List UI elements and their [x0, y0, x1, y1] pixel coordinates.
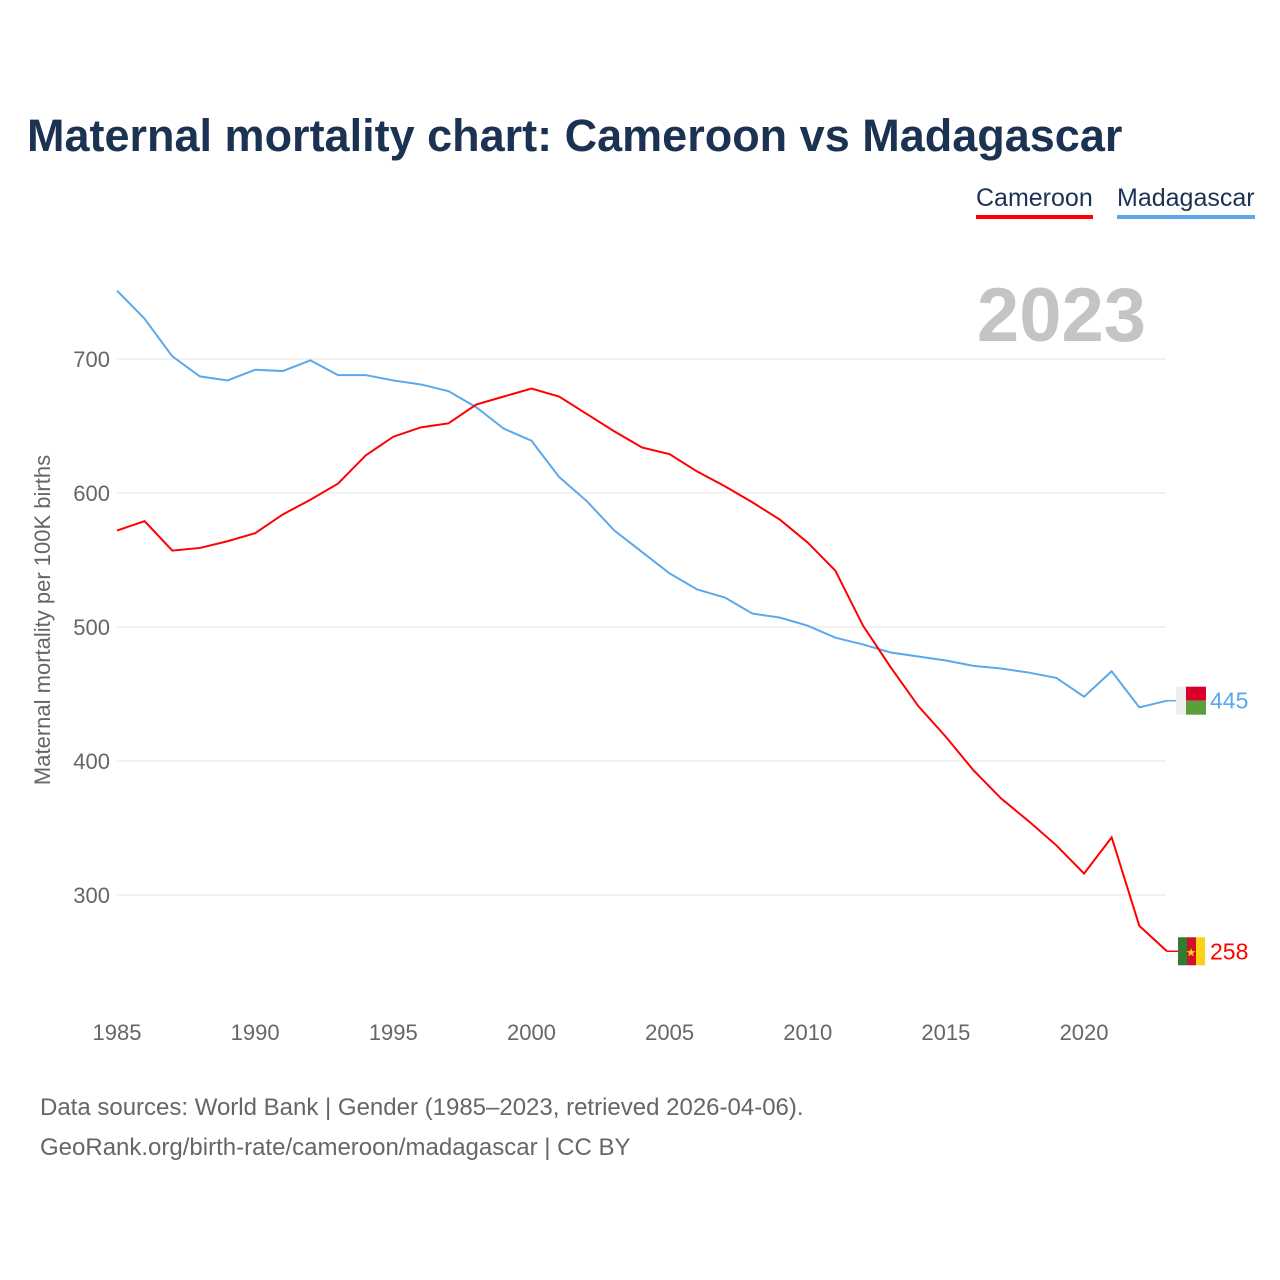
flag-madagascar-icon [1176, 686, 1186, 715]
x-tick-label: 2020 [1060, 1020, 1109, 1045]
series-line-madagascar [116, 289, 1168, 709]
source-note: Data sources: World Bank | Gender (1985–… [40, 1088, 804, 1168]
end-value-label: 445 [1210, 688, 1248, 714]
x-tick-label: 2005 [645, 1020, 694, 1045]
y-tick-label: 700 [73, 347, 110, 372]
x-tick-label: 2000 [507, 1020, 556, 1045]
legend-cameroon[interactable]: Cameroon [976, 184, 1093, 219]
x-tick-label: 1990 [231, 1020, 280, 1045]
flag-stripe [1196, 937, 1205, 966]
end-value-label: 258 [1210, 938, 1248, 964]
y-tick-label: 600 [73, 481, 110, 506]
chart-title: Maternal mortality chart: Cameroon vs Ma… [27, 110, 1123, 161]
y-tick-label: 300 [73, 883, 110, 908]
y-axis-label: Maternal mortality per 100K births [30, 455, 55, 785]
flag-stripe [1186, 686, 1206, 701]
flag-stripe [1186, 700, 1206, 715]
x-tick-label: 2015 [921, 1020, 970, 1045]
year-label: 2023 [976, 273, 1146, 358]
x-tick-label: 2010 [783, 1020, 832, 1045]
flag-star-icon: ★ [1186, 945, 1197, 959]
flag-stripe [1187, 937, 1196, 966]
x-tick-label: 1995 [369, 1020, 418, 1045]
series-line-cameroon [116, 387, 1168, 953]
y-tick-label: 500 [73, 615, 110, 640]
source-line-1: Data sources: World Bank | Gender (1985–… [40, 1094, 804, 1121]
flag-cameroon-icon [1178, 937, 1187, 966]
y-tick-label: 400 [73, 749, 110, 774]
x-tick-label: 1985 [93, 1020, 142, 1045]
source-line-2[interactable]: GeoRank.org/birth-rate/cameroon/madagasc… [40, 1134, 631, 1161]
legend-madagascar[interactable]: Madagascar [1117, 184, 1255, 219]
